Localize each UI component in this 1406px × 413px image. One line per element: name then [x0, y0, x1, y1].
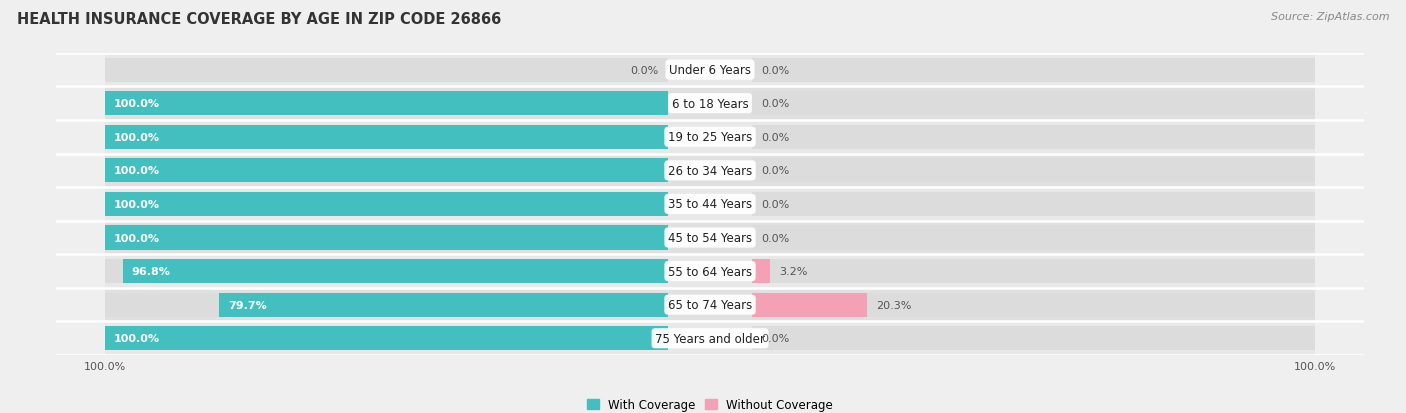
- Text: 26 to 34 Years: 26 to 34 Years: [668, 164, 752, 178]
- Bar: [752, 259, 1316, 283]
- Text: 79.7%: 79.7%: [228, 300, 267, 310]
- Bar: [104, 255, 1316, 288]
- Bar: [104, 58, 668, 83]
- Bar: [122, 259, 668, 283]
- Text: 0.0%: 0.0%: [762, 166, 790, 176]
- Text: 100.0%: 100.0%: [114, 99, 160, 109]
- Text: HEALTH INSURANCE COVERAGE BY AGE IN ZIP CODE 26866: HEALTH INSURANCE COVERAGE BY AGE IN ZIP …: [17, 12, 501, 27]
- Bar: [752, 159, 1316, 183]
- Bar: [104, 326, 668, 351]
- Text: 96.8%: 96.8%: [132, 266, 170, 276]
- Bar: [104, 293, 668, 317]
- Bar: [752, 326, 1316, 351]
- Text: Source: ZipAtlas.com: Source: ZipAtlas.com: [1271, 12, 1389, 22]
- Bar: [104, 159, 668, 183]
- Text: 100.0%: 100.0%: [114, 233, 160, 243]
- Bar: [104, 92, 668, 116]
- Bar: [104, 221, 1316, 255]
- Text: 0.0%: 0.0%: [762, 233, 790, 243]
- Bar: [104, 126, 668, 150]
- Bar: [104, 192, 668, 216]
- Text: 20.3%: 20.3%: [876, 300, 911, 310]
- Text: Under 6 Years: Under 6 Years: [669, 64, 751, 77]
- Legend: With Coverage, Without Coverage: With Coverage, Without Coverage: [582, 393, 838, 413]
- Bar: [752, 58, 1316, 83]
- Bar: [104, 288, 1316, 322]
- Text: 0.0%: 0.0%: [762, 99, 790, 109]
- Bar: [752, 92, 1316, 116]
- Bar: [104, 126, 668, 150]
- Bar: [104, 121, 1316, 154]
- Bar: [104, 226, 668, 250]
- Bar: [104, 92, 668, 116]
- Bar: [752, 293, 866, 317]
- Bar: [219, 293, 668, 317]
- Bar: [104, 322, 1316, 355]
- Bar: [104, 326, 668, 351]
- Bar: [104, 154, 1316, 188]
- Text: 19 to 25 Years: 19 to 25 Years: [668, 131, 752, 144]
- Text: 3.2%: 3.2%: [779, 266, 808, 276]
- Bar: [104, 159, 668, 183]
- Text: 0.0%: 0.0%: [762, 333, 790, 344]
- Text: 35 to 44 Years: 35 to 44 Years: [668, 198, 752, 211]
- Text: 65 to 74 Years: 65 to 74 Years: [668, 299, 752, 311]
- Text: 6 to 18 Years: 6 to 18 Years: [672, 97, 748, 110]
- Text: 0.0%: 0.0%: [762, 133, 790, 142]
- Bar: [752, 226, 1316, 250]
- Text: 45 to 54 Years: 45 to 54 Years: [668, 231, 752, 244]
- Text: 100.0%: 100.0%: [114, 166, 160, 176]
- Bar: [104, 87, 1316, 121]
- Text: 75 Years and older: 75 Years and older: [655, 332, 765, 345]
- Bar: [104, 54, 1316, 87]
- Text: 0.0%: 0.0%: [630, 65, 658, 76]
- Bar: [752, 126, 1316, 150]
- Bar: [104, 226, 668, 250]
- Bar: [104, 192, 668, 216]
- Bar: [752, 259, 770, 283]
- Bar: [752, 192, 1316, 216]
- Bar: [104, 259, 668, 283]
- Text: 55 to 64 Years: 55 to 64 Years: [668, 265, 752, 278]
- Text: 100.0%: 100.0%: [114, 133, 160, 142]
- Text: 0.0%: 0.0%: [762, 65, 790, 76]
- Bar: [752, 293, 1316, 317]
- Text: 0.0%: 0.0%: [762, 199, 790, 209]
- Text: 100.0%: 100.0%: [114, 199, 160, 209]
- Bar: [104, 188, 1316, 221]
- Text: 100.0%: 100.0%: [114, 333, 160, 344]
